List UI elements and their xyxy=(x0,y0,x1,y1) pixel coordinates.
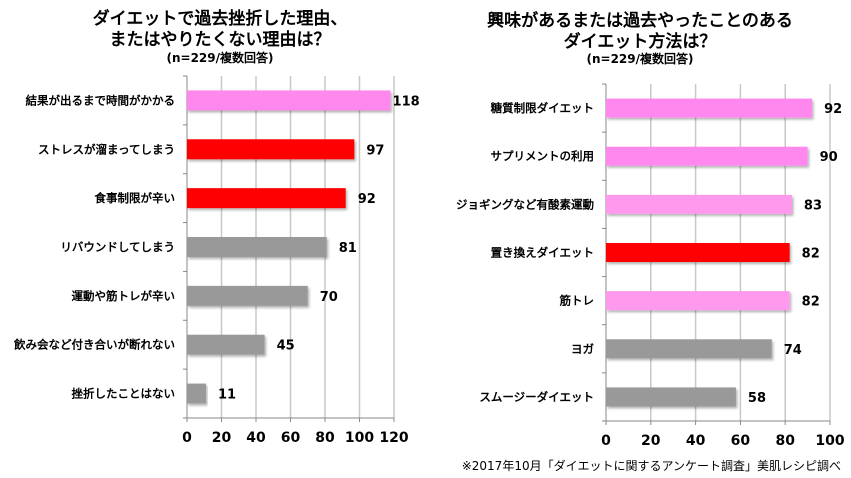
right-bar xyxy=(606,291,790,311)
right-bar xyxy=(606,146,808,166)
right-chart-title: 興味があるまたは過去やったことのある ダイエット方法は？ xyxy=(450,11,830,53)
right-x-tick-label: 20 xyxy=(641,433,661,449)
left-value-label: 118 xyxy=(393,94,420,109)
right-value-label: 90 xyxy=(820,150,838,165)
right-value-label: 83 xyxy=(804,198,822,213)
left-category-label: 結果が出るまで時間がかかる xyxy=(26,93,176,107)
left-bar xyxy=(187,188,346,209)
left-bar xyxy=(187,139,355,160)
left-bar xyxy=(187,383,206,404)
left-chart-title-line-1: ダイエットで過去挫折した理由、 xyxy=(92,9,348,29)
right-category-label: 糖質制限ダイエット xyxy=(491,101,594,115)
left-value-label: 70 xyxy=(320,290,338,305)
right-value-label: 82 xyxy=(802,247,820,262)
left-x-tick-label: 80 xyxy=(315,430,335,446)
right-bar-chart: 0 20 40 60 80 100 92 糖質制限ダイエット 90 サプリメントの利用 83 ジョギン… xyxy=(456,83,845,449)
left-x-tick-label: 40 xyxy=(246,430,266,446)
right-bar xyxy=(606,243,790,262)
left-value-label: 92 xyxy=(358,192,376,207)
right-x-tick-label: 40 xyxy=(686,433,706,449)
left-bar-chart: 0 20 40 60 80 100 120 118 結果が出るまで時間がかかる 97 ストレスが溜ま… xyxy=(13,75,420,446)
left-bar xyxy=(187,237,327,257)
left-value-label: 11 xyxy=(218,388,236,403)
right-x-tick-label: 80 xyxy=(775,433,795,449)
right-value-label: 82 xyxy=(802,295,820,310)
left-x-tick-label: 0 xyxy=(182,430,192,446)
right-bar xyxy=(606,194,792,214)
right-x-tick-label: 60 xyxy=(731,433,751,449)
left-x-tick-label: 20 xyxy=(212,430,232,446)
right-category-label: サプリメントの利用 xyxy=(491,149,595,163)
left-x-tick-label: 60 xyxy=(281,430,301,446)
right-x-tick-label: 100 xyxy=(815,433,844,449)
left-value-label: 45 xyxy=(277,339,295,354)
right-value-label: 74 xyxy=(784,343,802,358)
left-bar xyxy=(187,90,391,111)
right-value-label: 58 xyxy=(748,391,766,406)
left-value-label: 81 xyxy=(339,241,357,256)
left-chart-title-line-2: またはやりたくない理由は？ xyxy=(109,30,331,50)
left-x-tick-label: 120 xyxy=(379,430,408,446)
right-bar xyxy=(606,98,813,118)
left-category-label: ストレスが溜まってしまう xyxy=(38,142,175,156)
left-category-label: 食事制限が辛い xyxy=(95,191,176,205)
right-category-label: スムージーダイエット xyxy=(479,390,594,404)
right-chart-title-line-1: 興味があるまたは過去やったことのある xyxy=(487,11,793,31)
right-chart-title-line-2: ダイエット方法は？ xyxy=(563,32,717,52)
right-value-label: 92 xyxy=(824,102,842,117)
left-value-label: 97 xyxy=(366,143,384,158)
right-bar xyxy=(606,387,736,407)
left-chart-subtitle: (n=229/複数回答) xyxy=(166,51,274,65)
source-footnote: ※2017年10月「ダイエットに関するアンケート調査」美肌レシピ調べ xyxy=(461,459,841,473)
right-category-label: 筋トレ xyxy=(559,294,595,308)
left-chart-title: ダイエットで過去挫折した理由、 またはやりたくない理由は？ xyxy=(60,9,380,51)
right-category-label: 置き換えダイエット xyxy=(491,246,594,260)
left-category-label: リバウンドしてしまう xyxy=(60,240,175,254)
left-bar xyxy=(187,334,265,355)
right-bar xyxy=(606,339,772,359)
left-bar xyxy=(187,285,308,306)
right-chart-subtitle: (n=229/複数回答) xyxy=(586,52,694,66)
right-category-label: ジョギングなど有酸素運動 xyxy=(456,197,594,211)
right-category-label: ヨガ xyxy=(571,342,594,356)
right-x-tick-label: 0 xyxy=(601,433,611,449)
left-category-label: 運動や筋トレが辛い xyxy=(72,289,176,303)
left-x-tick-label: 100 xyxy=(345,430,374,446)
left-category-label: 挫折したことはない xyxy=(72,387,176,401)
left-category-label: 飲み会など付き合いが断れない xyxy=(13,338,175,352)
